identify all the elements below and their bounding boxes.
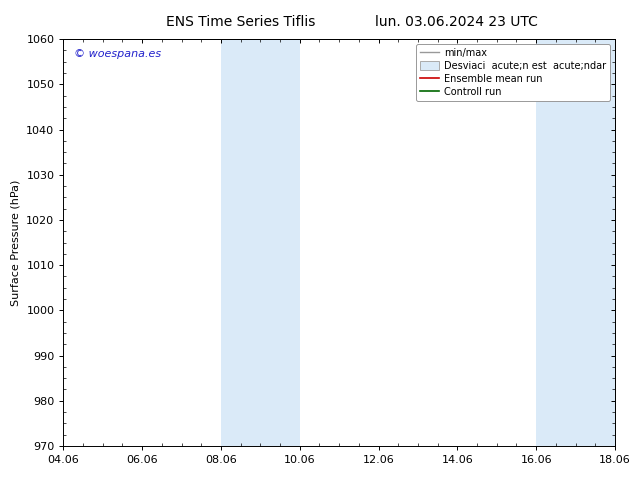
Text: lun. 03.06.2024 23 UTC: lun. 03.06.2024 23 UTC [375, 15, 538, 29]
Bar [536, 39, 615, 446]
Legend: min/max, Desviaci  acute;n est  acute;ndar, Ensemble mean run, Controll run: min/max, Desviaci acute;n est acute;ndar… [416, 44, 610, 100]
Bar [221, 39, 300, 446]
Y-axis label: Surface Pressure (hPa): Surface Pressure (hPa) [11, 179, 21, 306]
Text: ENS Time Series Tiflis: ENS Time Series Tiflis [166, 15, 316, 29]
Text: © woespana.es: © woespana.es [74, 49, 162, 59]
